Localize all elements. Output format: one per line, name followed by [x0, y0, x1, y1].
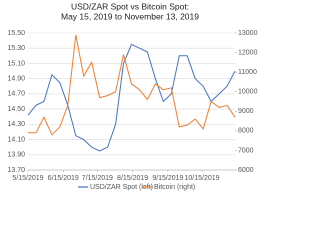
y2-tick-label: 13000 — [238, 30, 258, 37]
y2-tick-label: 9000 — [238, 108, 254, 115]
y-tick-label: 15.10 — [7, 60, 25, 67]
x-tick-label: 8/15/2019 — [117, 175, 148, 182]
chart-title: USD/ZAR Spot vs Bitcoin Spot: — [71, 1, 189, 11]
y-tick-label: 14.10 — [7, 136, 25, 143]
y-tick-label: 15.30 — [7, 45, 25, 52]
y2-tick-label: 10000 — [238, 89, 258, 96]
legend-label: USD/ZAR Spot (left) — [90, 184, 153, 191]
x-tick-label: 9/15/2019 — [152, 175, 183, 182]
y2-tick-label: 12000 — [238, 49, 258, 56]
x-tick-label: 10/15/2019 — [184, 175, 219, 182]
y-tick-label: 13.90 — [7, 152, 25, 159]
y-tick-label: 14.90 — [7, 76, 25, 83]
chart-subtitle: May 15, 2019 to November 13, 2019 — [61, 11, 199, 21]
series-line — [27, 43, 236, 152]
chart: USD/ZAR Spot vs Bitcoin Spot: May 15, 20… — [7, 1, 258, 191]
page: {"chart_data":{"type":"line","title":"US… — [7, 1, 258, 191]
x-tick-label: 6/15/2019 — [48, 175, 79, 182]
y-tick-label: 14.50 — [7, 106, 25, 113]
y2-tick-label: 6000 — [238, 167, 254, 174]
y2-tick-label: 11000 — [238, 69, 257, 76]
legend-label: Bitcoin (right) — [154, 184, 195, 191]
x-tick-label: 7/15/2019 — [82, 175, 113, 182]
y-tick-label: 14.30 — [7, 121, 25, 128]
y2-tick-label: 7000 — [238, 147, 254, 154]
y-tick-label: 15.50 — [7, 30, 25, 37]
y-tick-label: 14.70 — [7, 91, 25, 98]
y-tick-label: 13.70 — [7, 167, 25, 174]
series-line — [28, 34, 236, 136]
x-tick-label: 5/15/2019 — [12, 175, 43, 182]
y2-tick-label: 8000 — [238, 128, 254, 135]
